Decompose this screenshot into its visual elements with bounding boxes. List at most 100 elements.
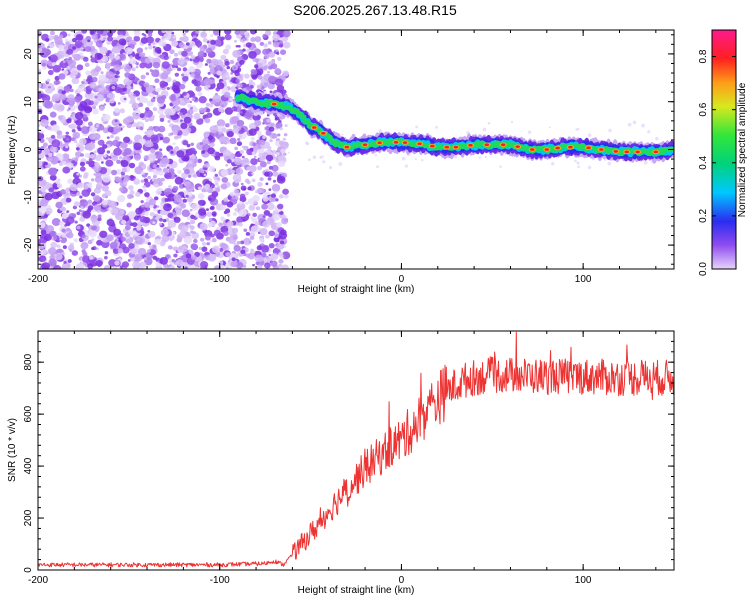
noise-speckle (240, 240, 245, 245)
noise-speckle (253, 200, 258, 205)
chart-title: S206.2025.267.13.48.R15 (293, 2, 457, 18)
noise-speckle (147, 242, 152, 246)
noise-speckle (263, 82, 269, 87)
noise-speckle (135, 236, 145, 245)
noise-speckle (106, 93, 113, 99)
noise-speckle (218, 106, 224, 113)
noise-speckle (166, 166, 170, 170)
noise-speckle (55, 201, 63, 209)
noise-speckle (152, 174, 157, 179)
ridge-hotspot (586, 146, 591, 150)
noise-speckle (223, 231, 229, 237)
noise-speckle (193, 112, 201, 120)
noise-speckle (214, 155, 221, 161)
noise-speckle (170, 150, 174, 154)
noise-speckle (70, 30, 74, 33)
noise-speckle (527, 130, 532, 135)
ridge-hotspot (417, 142, 422, 146)
noise-speckle (219, 152, 224, 157)
noise-speckle (338, 162, 343, 166)
noise-speckle (172, 231, 176, 235)
x-tick-label: 0 (399, 575, 405, 586)
noise-speckle (79, 166, 86, 172)
noise-speckle (280, 229, 287, 236)
noise-speckle (198, 168, 204, 173)
noise-speckle (207, 147, 215, 155)
noise-speckle (146, 36, 155, 44)
ridge-hotspot (444, 145, 450, 149)
noise-speckle (198, 107, 206, 114)
noise-speckle (43, 161, 48, 166)
noise-speckle (259, 41, 265, 46)
noise-speckle (147, 230, 151, 233)
noise-speckle (74, 96, 82, 103)
noise-speckle (39, 119, 49, 128)
noise-speckle (236, 141, 243, 147)
x-tick-label: -200 (28, 274, 48, 285)
noise-speckle (92, 140, 96, 144)
noise-speckle (140, 74, 146, 80)
noise-speckle (248, 51, 257, 59)
noise-speckle (56, 183, 63, 189)
noise-speckle (220, 243, 228, 250)
noise-speckle (201, 150, 206, 154)
noise-speckle (195, 85, 202, 92)
noise-speckle (42, 147, 51, 155)
noise-speckle (107, 67, 111, 70)
noise-speckle (56, 244, 61, 248)
noise-speckle (97, 147, 106, 155)
noise-speckle (95, 259, 103, 267)
noise-speckle (270, 193, 276, 198)
noise-speckle (172, 142, 176, 146)
noise-speckle (83, 172, 89, 177)
noise-speckle (138, 121, 144, 127)
noise-speckle (107, 31, 113, 37)
noise-speckle (112, 212, 115, 216)
noise-speckle (152, 41, 155, 45)
noise-speckle (185, 194, 189, 198)
noise-speckle (265, 154, 274, 162)
noise-speckle (282, 137, 286, 141)
noise-speckle (159, 114, 166, 120)
noise-speckle (90, 215, 99, 223)
noise-speckle (182, 75, 189, 82)
noise-speckle (114, 107, 120, 113)
noise-speckle (278, 263, 283, 268)
noise-speckle (139, 261, 147, 268)
noise-speckle (152, 215, 157, 219)
noise-speckle (190, 219, 196, 225)
noise-speckle (50, 134, 56, 139)
noise-speckle (171, 32, 175, 35)
noise-speckle (173, 194, 182, 202)
noise-speckle (254, 57, 260, 63)
noise-speckle (278, 160, 286, 168)
noise-speckle (185, 253, 192, 259)
noise-speckle (199, 142, 204, 146)
noise-speckle (215, 182, 218, 186)
noise-speckle (185, 184, 195, 193)
noise-speckle (82, 255, 91, 263)
noise-speckle (111, 85, 116, 90)
noise-speckle (239, 193, 246, 199)
noise-speckle (210, 34, 214, 38)
noise-speckle (548, 126, 551, 129)
noise-speckle (341, 133, 344, 136)
noise-speckle (87, 199, 93, 204)
ridge-blob (300, 114, 307, 119)
noise-speckle (60, 189, 66, 195)
noise-speckle (41, 262, 51, 269)
noise-speckle (257, 181, 263, 187)
noise-speckle (184, 129, 190, 135)
noise-speckle (158, 222, 163, 226)
ridge-hotspot (453, 145, 459, 149)
noise-speckle (205, 108, 211, 113)
noise-speckle (266, 202, 275, 211)
noise-speckle (219, 264, 225, 269)
noise-speckle (204, 183, 211, 189)
noise-speckle (51, 191, 60, 200)
noise-speckle (81, 30, 88, 34)
noise-speckle (264, 171, 270, 177)
noise-speckle (173, 216, 181, 223)
noise-speckle (210, 233, 215, 238)
noise-speckle (140, 179, 145, 183)
